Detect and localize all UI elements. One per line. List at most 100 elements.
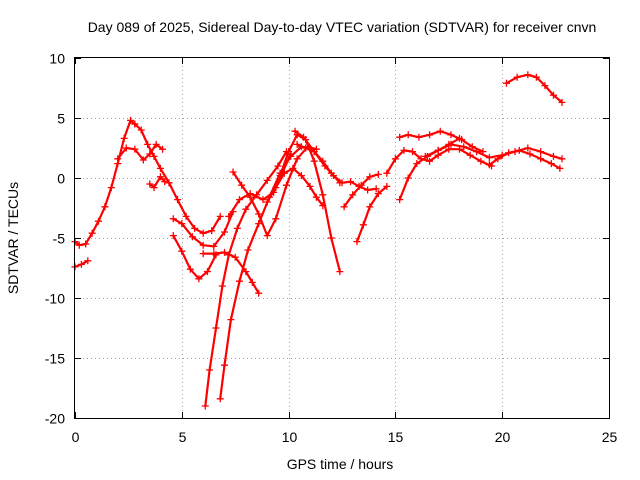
data-point-marker	[347, 178, 355, 186]
data-point-marker	[383, 182, 391, 190]
data-point-marker	[178, 220, 186, 228]
data-point-marker	[206, 366, 214, 374]
data-point-marker	[216, 212, 224, 220]
data-point-marker	[349, 191, 357, 199]
data-point-marker	[293, 155, 301, 163]
data-point-marker	[88, 229, 96, 237]
y-tick-label: 10	[49, 51, 65, 67]
data-point-marker	[122, 144, 130, 152]
data-point-marker	[159, 145, 167, 153]
data-point-marker	[537, 148, 545, 156]
data-point-marker	[263, 176, 271, 184]
data-point-marker	[366, 173, 374, 181]
data-point-marker	[359, 221, 367, 229]
data-point-marker	[353, 238, 361, 246]
data-point-marker	[526, 150, 534, 158]
data-point-marker	[327, 234, 335, 242]
data-point-marker	[532, 73, 540, 81]
data-point-marker	[150, 184, 158, 192]
data-point-marker	[199, 241, 207, 249]
satellite-track-7	[169, 232, 220, 283]
data-point-marker	[272, 184, 280, 192]
data-point-marker	[210, 242, 218, 250]
data-point-marker	[201, 402, 209, 410]
data-point-marker	[229, 168, 237, 176]
data-point-marker	[101, 203, 109, 211]
data-point-marker	[199, 229, 207, 237]
data-point-marker	[319, 191, 327, 199]
data-point-marker	[139, 156, 147, 164]
data-point-marker	[460, 143, 468, 151]
satellite-track-6	[169, 208, 237, 250]
data-point-marker	[218, 282, 226, 290]
data-point-marker	[120, 134, 128, 142]
satellite-track-5-line	[148, 175, 166, 189]
data-point-marker	[221, 248, 229, 256]
data-point-marker	[329, 172, 337, 180]
data-point-marker	[340, 203, 348, 211]
satellite-track-8-line	[202, 251, 260, 295]
data-point-marker	[182, 212, 190, 220]
data-point-marker	[259, 196, 267, 204]
data-point-marker	[396, 133, 404, 141]
data-point-marker	[396, 196, 404, 204]
data-point-marker	[321, 162, 329, 170]
y-tick-label: -15	[45, 351, 65, 367]
data-point-marker	[426, 131, 434, 139]
satellite-track-12-line	[232, 145, 318, 237]
satellite-track-15	[291, 127, 380, 194]
satellite-track-5	[146, 173, 169, 192]
data-point-marker	[558, 98, 566, 106]
data-point-marker	[310, 157, 318, 165]
data-point-marker	[82, 240, 90, 248]
data-point-marker	[426, 157, 434, 165]
data-point-marker	[549, 152, 557, 160]
data-point-marker	[524, 144, 532, 152]
satellite-track-18	[353, 182, 391, 246]
data-point-marker	[161, 178, 169, 186]
data-point-marker	[203, 268, 211, 276]
data-point-marker	[169, 232, 177, 240]
series-layer	[71, 71, 566, 410]
x-tick-label: 25	[602, 429, 618, 445]
satellite-track-10	[216, 143, 305, 403]
data-point-marker	[297, 172, 305, 180]
data-point-marker	[208, 227, 216, 235]
data-point-marker	[280, 169, 288, 177]
data-point-marker	[515, 146, 523, 154]
data-point-marker	[131, 145, 139, 153]
data-point-marker	[310, 148, 318, 156]
data-point-marker	[272, 215, 280, 223]
data-point-marker	[312, 193, 320, 201]
y-tick-label: -5	[53, 231, 66, 247]
data-point-marker	[556, 164, 564, 172]
data-point-marker	[144, 140, 152, 148]
data-point-marker	[408, 148, 416, 156]
data-point-marker	[400, 146, 408, 154]
data-point-marker	[84, 257, 92, 265]
data-point-marker	[216, 395, 224, 403]
data-point-marker	[77, 260, 85, 268]
satellite-track-8	[199, 248, 263, 297]
data-point-marker	[336, 268, 344, 276]
satellite-track-22-line	[424, 143, 564, 160]
data-point-marker	[225, 212, 233, 220]
data-point-marker	[383, 169, 391, 177]
data-point-marker	[263, 198, 271, 206]
satellite-track-1	[71, 116, 139, 249]
data-point-marker	[94, 217, 102, 225]
data-point-marker	[156, 164, 164, 172]
data-point-marker	[404, 131, 412, 139]
data-point-marker	[513, 73, 521, 81]
data-point-marker	[199, 250, 207, 258]
y-tick-label: -20	[45, 411, 65, 427]
satellite-track-1-line	[73, 119, 136, 247]
satellite-track-24	[502, 71, 566, 106]
y-tick-label: 0	[57, 171, 65, 187]
data-point-marker	[146, 180, 154, 188]
data-point-marker	[421, 152, 429, 160]
data-point-marker	[558, 155, 566, 163]
x-tick-label: 10	[282, 429, 298, 445]
data-point-marker	[549, 91, 557, 99]
data-point-marker	[137, 126, 145, 134]
